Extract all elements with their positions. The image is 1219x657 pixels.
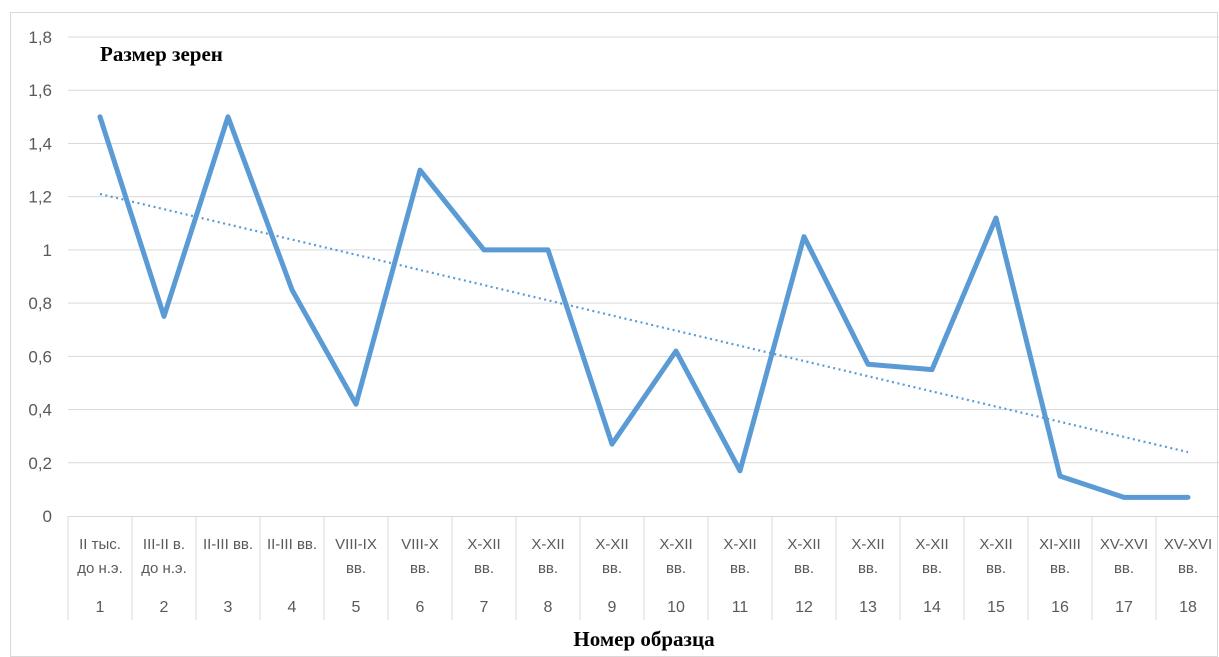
data-series bbox=[97, 114, 1191, 500]
y-tick-label: 0,6 bbox=[28, 347, 52, 366]
series-line bbox=[97, 114, 1191, 500]
x-number-label: 13 bbox=[859, 599, 877, 616]
chart-title: Размер зерен bbox=[100, 42, 223, 66]
y-tick-label: 0,8 bbox=[28, 294, 52, 313]
x-period-label: X-XII bbox=[531, 536, 564, 553]
x-period-label: вв. bbox=[730, 560, 750, 577]
x-number-label: 3 bbox=[224, 599, 233, 616]
x-period-label: до н.э. bbox=[141, 560, 187, 577]
x-period-label: вв. bbox=[346, 560, 366, 577]
x-period-label: вв. bbox=[474, 560, 494, 577]
x-number-label: 14 bbox=[923, 599, 941, 616]
x-period-label: вв. bbox=[986, 560, 1006, 577]
x-number-label: 7 bbox=[480, 599, 489, 616]
trendline bbox=[99, 192, 1189, 454]
x-period-label: вв. bbox=[410, 560, 430, 577]
x-number-label: 4 bbox=[288, 599, 297, 616]
x-number-label: 16 bbox=[1051, 599, 1069, 616]
x-number-label: 2 bbox=[160, 599, 169, 616]
gridlines bbox=[68, 36, 1219, 517]
x-period-label: вв. bbox=[922, 560, 942, 577]
x-period-label: вв. bbox=[858, 560, 878, 577]
x-period-label: XI-XIII bbox=[1039, 536, 1081, 553]
x-period-label: II-III вв. bbox=[203, 536, 253, 553]
x-period-label: X-XII bbox=[723, 536, 756, 553]
x-period-label: X-XII bbox=[787, 536, 820, 553]
x-period-label: вв. bbox=[602, 560, 622, 577]
x-period-label: III-II в. bbox=[143, 536, 185, 553]
x-period-label: вв. bbox=[1178, 560, 1198, 577]
x-number-label: 5 bbox=[352, 599, 361, 616]
x-number-label: 15 bbox=[987, 599, 1005, 616]
y-tick-label: 0 bbox=[43, 507, 52, 526]
x-period-label: X-XII bbox=[659, 536, 692, 553]
x-period-label: вв. bbox=[666, 560, 686, 577]
x-axis-title: Номер образца bbox=[573, 627, 715, 651]
x-period-label: вв. bbox=[538, 560, 558, 577]
y-axis-tick-labels: 0 0,2 0,4 0,6 0,8 1 1,2 1,4 1,6 1,8 bbox=[28, 28, 52, 526]
x-number-label: 11 bbox=[732, 599, 749, 616]
y-tick-label: 1,4 bbox=[28, 134, 52, 153]
x-number-label: 9 bbox=[608, 599, 617, 616]
x-period-label: XV-XVI bbox=[1164, 536, 1212, 553]
x-period-label: X-XII bbox=[851, 536, 884, 553]
x-period-label: вв. bbox=[794, 560, 814, 577]
trendline-line bbox=[99, 192, 1189, 454]
x-number-label: 17 bbox=[1115, 599, 1133, 616]
x-period-label: вв. bbox=[1050, 560, 1070, 577]
x-number-label: 8 bbox=[544, 599, 553, 616]
x-period-label: X-XII bbox=[467, 536, 500, 553]
x-number-label: 12 bbox=[795, 599, 813, 616]
x-number-label: 18 bbox=[1179, 599, 1197, 616]
x-period-label: XV-XVI bbox=[1100, 536, 1148, 553]
y-tick-label: 1,6 bbox=[28, 81, 52, 100]
y-tick-label: 0,4 bbox=[28, 401, 52, 420]
x-period-label: до н.э. bbox=[77, 560, 123, 577]
x-period-label: X-XII bbox=[595, 536, 628, 553]
x-number-label: 1 bbox=[96, 599, 105, 616]
y-tick-label: 1,8 bbox=[28, 28, 52, 47]
x-period-label: II тыс. bbox=[79, 536, 121, 553]
x-number-label: 6 bbox=[416, 599, 425, 616]
y-tick-label: 0,2 bbox=[28, 454, 52, 473]
y-tick-label: 1,2 bbox=[28, 188, 52, 207]
x-period-label: VIII-X bbox=[401, 536, 439, 553]
x-period-label: X-XII bbox=[915, 536, 948, 553]
x-period-label: II-III вв. bbox=[267, 536, 317, 553]
x-number-label: 10 bbox=[667, 599, 685, 616]
y-tick-label: 1 bbox=[43, 241, 52, 260]
x-axis-categories: II тыс. до н.э. 1 III-II в. до н.э. 2 II-III в… bbox=[67, 516, 1212, 620]
x-period-label: вв. bbox=[1114, 560, 1134, 577]
x-period-label: X-XII bbox=[979, 536, 1012, 553]
x-period-label: VIII-IX bbox=[335, 536, 377, 553]
